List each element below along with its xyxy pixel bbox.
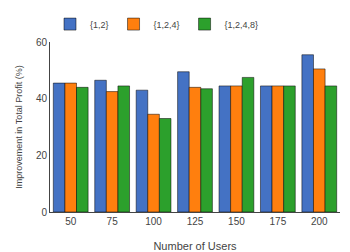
svg-text:100: 100 xyxy=(145,216,162,227)
svg-text:Improvement in Total Profit (%: Improvement in Total Profit (%) xyxy=(14,65,24,188)
svg-text:75: 75 xyxy=(107,216,119,227)
svg-text:175: 175 xyxy=(270,216,287,227)
svg-text:Number of Users: Number of Users xyxy=(153,240,237,252)
svg-text:{1,2}: {1,2} xyxy=(90,20,109,30)
svg-text:50: 50 xyxy=(65,216,77,227)
svg-text:125: 125 xyxy=(187,216,204,227)
svg-text:{1,2,4}: {1,2,4} xyxy=(154,20,180,30)
svg-text:60: 60 xyxy=(36,37,48,48)
svg-text:40: 40 xyxy=(36,93,48,104)
svg-text:0: 0 xyxy=(41,207,47,218)
svg-text:20: 20 xyxy=(36,150,48,161)
svg-text:200: 200 xyxy=(311,216,328,227)
svg-text:{1,2,4,8}: {1,2,4,8} xyxy=(225,20,259,30)
svg-text:150: 150 xyxy=(228,216,245,227)
